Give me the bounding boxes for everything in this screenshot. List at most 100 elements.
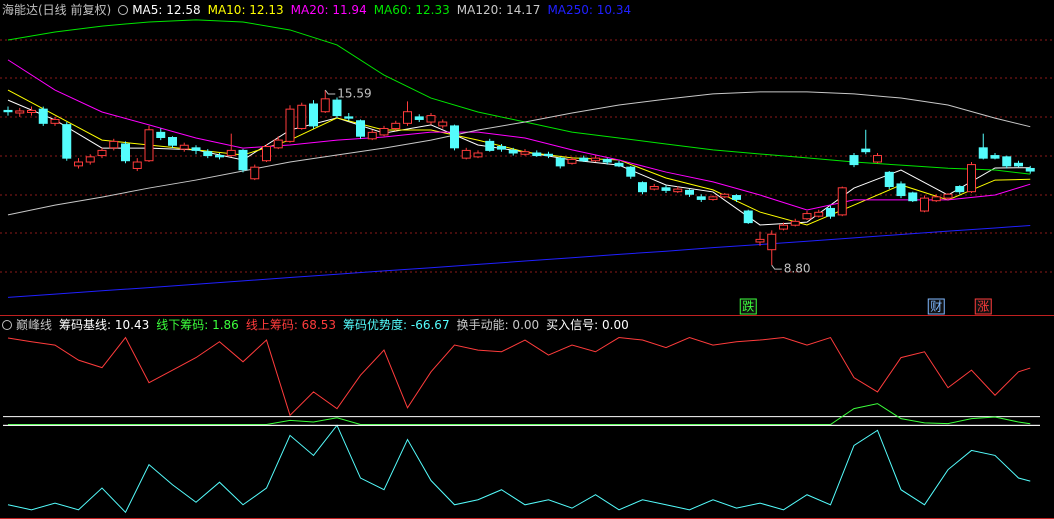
indicator-line — [7, 336, 1031, 417]
candle-body — [344, 116, 354, 119]
event-label: 财 — [930, 300, 942, 314]
bottom-legend: 巅峰线 筹码基线: 10.43 线下筹码: 1.86 线上筹码: 68.53 筹码优势… — [2, 316, 636, 333]
candle-body — [1014, 162, 1023, 167]
legend-entry: MA120: 14.17 — [456, 2, 541, 17]
legend-entry: MA10: 12.13 — [207, 2, 284, 17]
ma-line — [7, 59, 1031, 211]
annotation-label: 8.80 — [784, 262, 811, 276]
candle-body — [414, 116, 424, 120]
candle-body — [955, 186, 965, 193]
event-label: 涨 — [977, 299, 989, 314]
candle-body — [74, 161, 83, 167]
candle-body — [297, 104, 307, 129]
event-badge — [927, 298, 945, 315]
legend-entry: 筹码优势度: -66.67 — [343, 318, 450, 332]
settings-icon[interactable] — [118, 4, 129, 15]
candle-body — [990, 155, 1000, 159]
candle-body — [497, 146, 506, 150]
candle-body — [790, 220, 800, 226]
chart-title: 海能达(日线 前复权) — [2, 3, 112, 17]
candle-body — [15, 110, 25, 114]
event-badge — [974, 298, 992, 315]
candle-body — [508, 149, 518, 154]
candle-body — [720, 193, 730, 198]
candle-body — [85, 156, 95, 163]
candle-body — [931, 196, 941, 202]
candle-body — [50, 118, 60, 124]
candle-body — [3, 109, 13, 113]
candle-body — [461, 149, 471, 159]
ma-line — [7, 99, 1031, 226]
indicator-line — [8, 403, 1031, 426]
candle-body — [367, 131, 377, 140]
candle-body — [685, 189, 694, 195]
candle-body — [849, 155, 859, 166]
candle-body — [179, 144, 189, 150]
candle-body — [238, 149, 248, 171]
candle-body — [285, 108, 295, 142]
legend-entry: 筹码基线: 10.43 — [59, 318, 150, 332]
candle-body — [1002, 156, 1012, 167]
legend-entry: MA60: 12.33 — [373, 2, 450, 17]
indicator-icon[interactable] — [2, 319, 12, 330]
indicator-line — [7, 424, 1031, 514]
candle-body — [121, 143, 130, 162]
candle-body — [226, 149, 236, 157]
candle-body — [732, 195, 741, 200]
candle-body — [567, 158, 577, 164]
candle-body — [767, 233, 777, 251]
candle-body — [473, 152, 483, 158]
candle-body — [532, 152, 542, 157]
candle-body — [626, 166, 636, 177]
legend-entry: 买入信号: 0.00 — [546, 318, 629, 332]
candle-body — [779, 224, 788, 230]
candle-body — [602, 158, 612, 163]
candle-body — [638, 182, 647, 193]
candle-body — [814, 211, 824, 217]
candle-body — [896, 183, 906, 197]
candle-body — [97, 149, 107, 157]
legend-entry: 换手动能: 0.00 — [456, 318, 540, 332]
candle-body — [837, 187, 847, 216]
candle-body — [908, 192, 918, 202]
candle-body — [450, 125, 459, 149]
candle-body — [696, 196, 706, 200]
candle-body — [27, 109, 36, 113]
legend-entry: MA250: 10.34 — [547, 2, 632, 17]
candle-body — [743, 210, 753, 224]
candle-body — [426, 115, 436, 123]
candle-body — [661, 187, 671, 191]
candle-body — [332, 99, 342, 117]
candle-body — [861, 148, 871, 153]
candle-body — [203, 151, 213, 157]
annotation-leader — [771, 264, 782, 270]
candle-body — [649, 186, 659, 190]
candle-body — [802, 213, 812, 220]
event-badge — [739, 298, 757, 315]
top-legend: 海能达(日线 前复权) MA5: 12.58 MA10: 12.13 MA20: 1… — [2, 1, 638, 18]
candle-body — [544, 153, 553, 157]
candle-body — [273, 139, 283, 149]
candle-body — [379, 127, 389, 136]
candle-body — [826, 207, 835, 217]
candle-body — [438, 121, 448, 127]
candle-body — [62, 124, 72, 159]
candle-body — [109, 140, 119, 149]
candle-body — [403, 111, 412, 124]
candle-body — [144, 129, 154, 162]
candle-body — [555, 157, 565, 167]
candle-body — [520, 151, 530, 155]
legend-entry: MA20: 11.94 — [290, 2, 367, 17]
candle-body — [250, 166, 260, 180]
candle-body — [485, 140, 495, 151]
guide-lines — [0, 39, 1054, 273]
candle-body — [591, 157, 600, 162]
legend-entry: 线上筹码: 68.53 — [245, 318, 337, 332]
candle-body — [967, 164, 976, 193]
event-label: 跌 — [742, 299, 754, 314]
candle-body — [156, 131, 166, 139]
candle-body — [262, 146, 271, 162]
candle-body — [191, 147, 201, 151]
candle-body — [38, 108, 48, 124]
